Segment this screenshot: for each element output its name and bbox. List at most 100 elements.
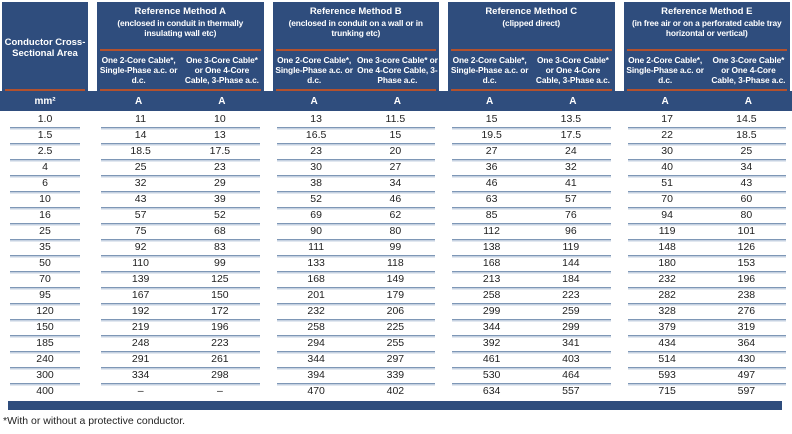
divider-line — [5, 89, 85, 91]
rating-value: 167 — [131, 288, 150, 301]
table-row: 185 248 223 294 255 392 341 434 364 — [0, 335, 792, 352]
rating-value: 470 — [307, 384, 325, 397]
rating-value: – — [137, 384, 144, 397]
rating-value: 341 — [562, 336, 580, 349]
rating-value: 232 — [307, 304, 325, 317]
rating-value: 83 — [214, 240, 226, 253]
rating-value: 15 — [389, 128, 402, 141]
col-label: One 3-core Cable* or One 4-Core Cable, 3… — [356, 55, 438, 85]
area-value: 95 — [39, 288, 51, 301]
rating-value: 57 — [565, 192, 577, 205]
table-row: 2.5 18.5 17.5 23 20 27 24 30 25 — [0, 143, 792, 160]
rating-value: 19.5 — [481, 128, 502, 141]
area-value: 25 — [39, 224, 51, 237]
col-label: One 3-Core Cable* or One 4-Core Cable, 3… — [535, 55, 610, 85]
rating-value: 379 — [658, 320, 676, 333]
rating-value: 13 — [310, 112, 322, 125]
unit-amps: A — [393, 95, 401, 107]
rating-value: 403 — [562, 352, 580, 365]
rating-value: 27 — [485, 144, 498, 157]
rating-value: 52 — [310, 192, 322, 205]
rating-value: 119 — [562, 240, 580, 253]
area-column-header: Conductor Cross-Sectional Area — [2, 2, 88, 91]
rating-value: 298 — [211, 368, 229, 381]
rating-value: 90 — [310, 224, 322, 237]
rating-value: 206 — [386, 304, 405, 317]
rating-value: 119 — [658, 224, 676, 237]
table-row: 240 291 261 344 297 461 403 514 430 — [0, 351, 792, 368]
rating-value: 38 — [310, 176, 322, 189]
table-body: 1.0 11 10 13 11.5 15 13.5 17 14.5 1.5 — [0, 111, 792, 399]
rating-value: 153 — [737, 256, 756, 269]
rating-value: 32 — [134, 176, 147, 189]
table-row: 25 75 68 90 80 112 96 119 101 — [0, 223, 792, 240]
rating-value: 139 — [131, 272, 150, 285]
rating-value: 23 — [214, 160, 226, 173]
rating-value: 101 — [737, 224, 756, 237]
rating-value: 168 — [307, 272, 325, 285]
unit-amps: A — [486, 95, 494, 107]
rating-value: 68 — [214, 224, 226, 237]
rating-value: 184 — [562, 272, 580, 285]
rating-value: 138 — [482, 240, 501, 253]
rating-value: 276 — [737, 304, 756, 317]
rating-value: 99 — [214, 256, 226, 269]
rating-value: 17 — [661, 112, 673, 125]
rating-value: 192 — [131, 304, 150, 317]
rating-value: 41 — [565, 176, 577, 189]
area-value: 70 — [39, 272, 51, 285]
unit-amps: A — [218, 95, 226, 107]
rating-value: 238 — [737, 288, 756, 301]
method-subtitle: (clipped direct) — [502, 17, 561, 28]
rating-value: 32 — [565, 160, 577, 173]
rating-value: 168 — [482, 256, 501, 269]
table-row: 70 139 125 168 149 213 184 232 196 — [0, 271, 792, 288]
method-subtitle: (enclosed in conduit on a wall or in tru… — [288, 17, 423, 38]
rating-value: 430 — [737, 352, 756, 365]
rating-value: 219 — [131, 320, 150, 333]
rating-value: 99 — [389, 240, 402, 253]
footnote: *With or without a protective conductor. — [3, 415, 186, 427]
area-value: 240 — [36, 352, 54, 365]
method-title: Reference Method E — [661, 6, 753, 17]
area-value: 50 — [39, 256, 51, 269]
area-value: 120 — [36, 304, 54, 317]
rating-value: 634 — [482, 384, 501, 397]
unit-amps: A — [661, 95, 669, 107]
unit-amps: A — [744, 95, 752, 107]
area-value: 400 — [36, 384, 54, 397]
method-a-header: Reference Method A (enclosed in conduit … — [97, 2, 264, 91]
rating-value: 39 — [214, 192, 226, 205]
rating-value: 22 — [661, 128, 673, 141]
rating-value: 43 — [134, 192, 147, 205]
rating-value: 14 — [134, 128, 147, 141]
unit-mm2: mm² — [34, 95, 56, 107]
rating-value: 57 — [134, 208, 147, 221]
rating-value: 126 — [737, 240, 756, 253]
rating-value: 339 — [386, 368, 405, 381]
rating-value: 52 — [214, 208, 226, 221]
rating-value: 70 — [661, 192, 673, 205]
rating-value: 94 — [661, 208, 673, 221]
rating-value: 23 — [310, 144, 322, 157]
rating-value: 328 — [658, 304, 676, 317]
rating-value: 514 — [658, 352, 676, 365]
rating-value: 282 — [658, 288, 676, 301]
table-row: 1.0 11 10 13 11.5 15 13.5 17 14.5 — [0, 111, 792, 128]
rating-value: – — [216, 384, 223, 397]
rating-value: 24 — [565, 144, 577, 157]
rating-value: 18.5 — [130, 144, 151, 157]
rating-value: 40 — [661, 160, 673, 173]
rating-value: 179 — [386, 288, 405, 301]
rating-value: 46 — [389, 192, 402, 205]
rating-value: 394 — [307, 368, 325, 381]
method-title: Reference Method B — [309, 6, 402, 17]
rating-value: 96 — [565, 224, 577, 237]
table-row: 1.5 14 13 16.5 15 19.5 17.5 22 18.5 — [0, 127, 792, 144]
rating-value: 118 — [387, 256, 404, 269]
rating-value: 299 — [482, 304, 501, 317]
rating-value: 213 — [482, 272, 501, 285]
col-label: One 3-Core Cable* or One 4-Core Cable, 3… — [711, 55, 786, 85]
rating-value: 16.5 — [305, 128, 327, 141]
rating-value: 557 — [562, 384, 580, 397]
